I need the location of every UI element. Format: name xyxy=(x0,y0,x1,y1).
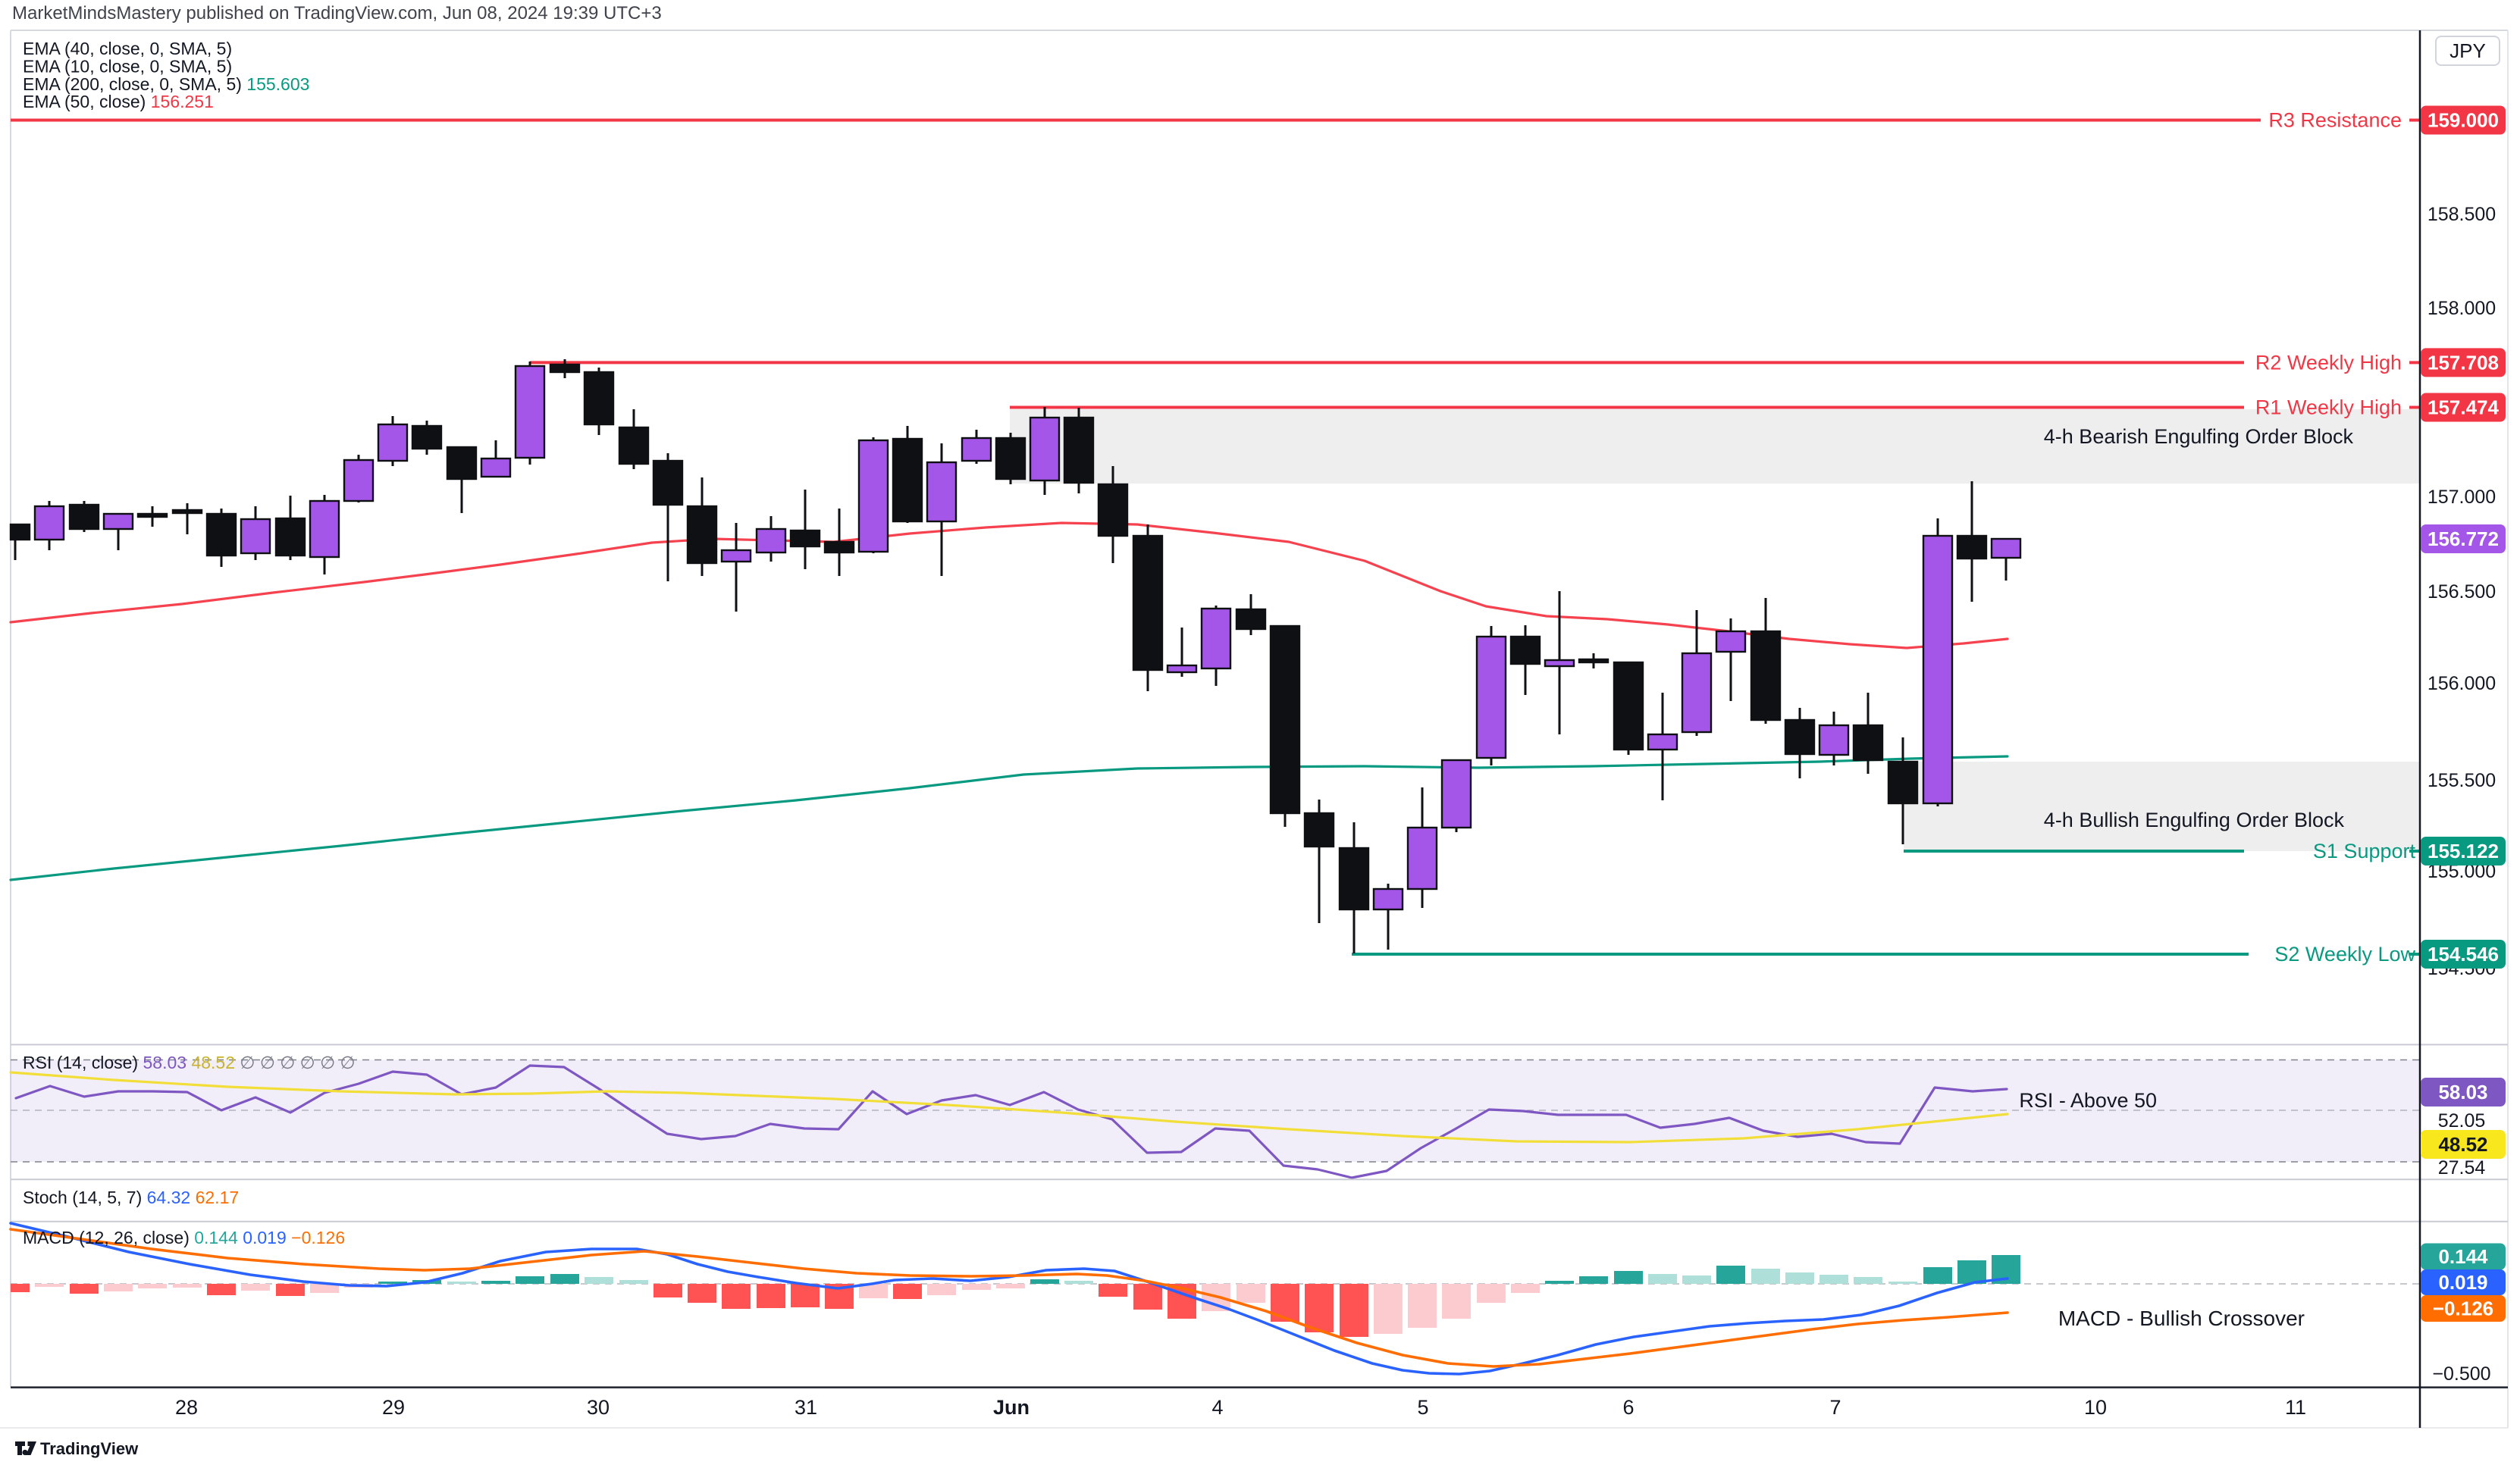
svg-text:156.772: 156.772 xyxy=(2428,527,2499,550)
svg-text:4-h Bearish Engulfing Order Bl: 4-h Bearish Engulfing Order Block xyxy=(2044,425,2354,448)
svg-text:RSI (14, close) 58.03 48.52: RSI (14, close) 58.03 48.52 ∅ ∅ ∅ ∅ ∅ ∅ xyxy=(23,1053,356,1072)
svg-text:156.500: 156.500 xyxy=(2428,581,2496,603)
svg-text:R2 Weekly High: R2 Weekly High xyxy=(2255,351,2402,374)
svg-text:EMA (10, close, 0, SMA, 5): EMA (10, close, 0, SMA, 5) xyxy=(23,56,232,76)
svg-text:R1 Weekly High: R1 Weekly High xyxy=(2255,396,2402,419)
svg-text:158.000: 158.000 xyxy=(2428,298,2496,319)
svg-text:10: 10 xyxy=(2084,1396,2107,1419)
svg-text:4: 4 xyxy=(1211,1396,1223,1419)
svg-text:0.144: 0.144 xyxy=(2438,1245,2488,1268)
svg-text:28: 28 xyxy=(175,1396,198,1419)
svg-text:0.019: 0.019 xyxy=(2438,1271,2487,1294)
svg-text:29: 29 xyxy=(382,1396,405,1419)
svg-text:−0.500: −0.500 xyxy=(2432,1363,2490,1385)
svg-text:EMA (40, close, 0, SMA, 5): EMA (40, close, 0, SMA, 5) xyxy=(23,39,232,58)
svg-text:EMA (50, close) 156.251: EMA (50, close) 156.251 xyxy=(23,92,214,111)
svg-text:27.54: 27.54 xyxy=(2438,1157,2486,1178)
svg-text:156.000: 156.000 xyxy=(2428,673,2496,694)
svg-text:30: 30 xyxy=(587,1396,610,1419)
svg-text:MACD - Bullish Crossover: MACD - Bullish Crossover xyxy=(2058,1307,2305,1330)
svg-text:155.122: 155.122 xyxy=(2428,840,2499,862)
svg-text:Stoch (14, 5, 7) 64.32 62.17: Stoch (14, 5, 7) 64.32 62.17 xyxy=(23,1188,239,1207)
svg-text:R3 Resistance: R3 Resistance xyxy=(2268,109,2402,132)
svg-text:4-h Bullish Engulfing Order Bl: 4-h Bullish Engulfing Order Block xyxy=(2044,809,2345,831)
svg-text:157.474: 157.474 xyxy=(2428,396,2500,419)
svg-text:6: 6 xyxy=(1622,1396,1634,1419)
svg-text:MarketMindsMastery published o: MarketMindsMastery published on TradingV… xyxy=(12,3,662,23)
svg-text:48.52: 48.52 xyxy=(2438,1133,2487,1156)
svg-text:MACD (12, 26, close) 0.144 0.0: MACD (12, 26, close) 0.144 0.019 −0.126 xyxy=(23,1228,345,1247)
svg-text:JPY: JPY xyxy=(2449,39,2486,62)
svg-text:58.03: 58.03 xyxy=(2438,1081,2487,1103)
svg-text:159.000: 159.000 xyxy=(2428,109,2499,132)
svg-text:S1 Support: S1 Support xyxy=(2313,840,2416,862)
svg-text:157.000: 157.000 xyxy=(2428,487,2496,508)
svg-text:EMA (200, close, 0, SMA, 5) 1: EMA (200, close, 0, SMA, 5) 155.603 xyxy=(23,74,309,94)
svg-text:155.500: 155.500 xyxy=(2428,770,2496,791)
svg-text:31: 31 xyxy=(795,1396,817,1419)
svg-text:158.500: 158.500 xyxy=(2428,204,2496,225)
svg-text:S2 Weekly Low: S2 Weekly Low xyxy=(2274,943,2415,966)
svg-text:−0.126: −0.126 xyxy=(2433,1297,2493,1320)
svg-text:52.05: 52.05 xyxy=(2438,1110,2486,1132)
svg-text:Jun: Jun xyxy=(993,1396,1030,1419)
svg-text:RSI - Above 50: RSI - Above 50 xyxy=(2019,1089,2157,1112)
svg-text:5: 5 xyxy=(1417,1396,1428,1419)
svg-text:154.546: 154.546 xyxy=(2428,943,2499,966)
svg-text:11: 11 xyxy=(2285,1396,2306,1419)
svg-text:TradingView: TradingView xyxy=(40,1439,139,1458)
svg-text:7: 7 xyxy=(1829,1396,1841,1419)
svg-text:157.708: 157.708 xyxy=(2428,351,2499,374)
